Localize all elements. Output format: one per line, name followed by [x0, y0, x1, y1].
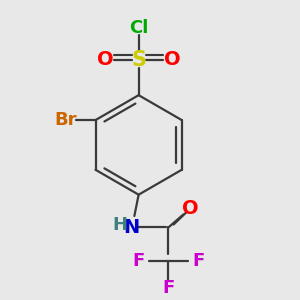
Text: Br: Br — [54, 111, 77, 129]
Text: Cl: Cl — [129, 20, 148, 38]
Text: O: O — [164, 50, 180, 69]
Text: F: F — [162, 280, 175, 298]
Text: F: F — [192, 252, 205, 270]
Text: S: S — [131, 50, 146, 70]
Text: H: H — [112, 216, 128, 234]
Text: O: O — [97, 50, 114, 69]
Text: O: O — [182, 200, 199, 218]
Text: F: F — [133, 252, 145, 270]
Text: N: N — [123, 218, 140, 237]
